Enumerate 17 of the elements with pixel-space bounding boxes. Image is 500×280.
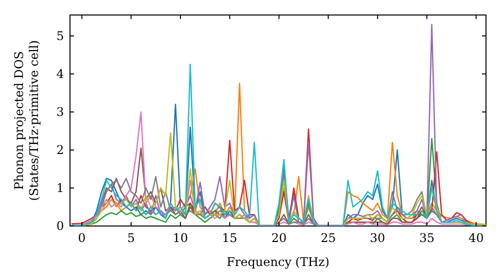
y-tick-label: 0 — [56, 219, 64, 233]
x-tick-label: 15 — [222, 231, 238, 245]
x-axis-title: Frequency (THz) — [226, 255, 330, 269]
y-axis-title: Phonon projected DOS (States/THz·primitive cell) — [12, 40, 41, 201]
x-tick-label: 25 — [320, 231, 336, 245]
y-tick-label: 2 — [56, 142, 64, 157]
x-tick-label: 20 — [271, 231, 287, 245]
x-tick-label: 30 — [370, 231, 386, 245]
y-tick-label: 1 — [56, 180, 64, 195]
x-tick-label: 35 — [419, 231, 434, 245]
x-tick-label: 40 — [468, 231, 484, 245]
x-tick-label: 0 — [78, 231, 86, 245]
x-tick-label: 10 — [172, 231, 188, 245]
x-tick-label: 5 — [127, 231, 135, 245]
y-tick-label: 3 — [56, 104, 64, 119]
y-tick-label: 5 — [56, 28, 64, 43]
y-tick-label: 4 — [56, 66, 64, 81]
